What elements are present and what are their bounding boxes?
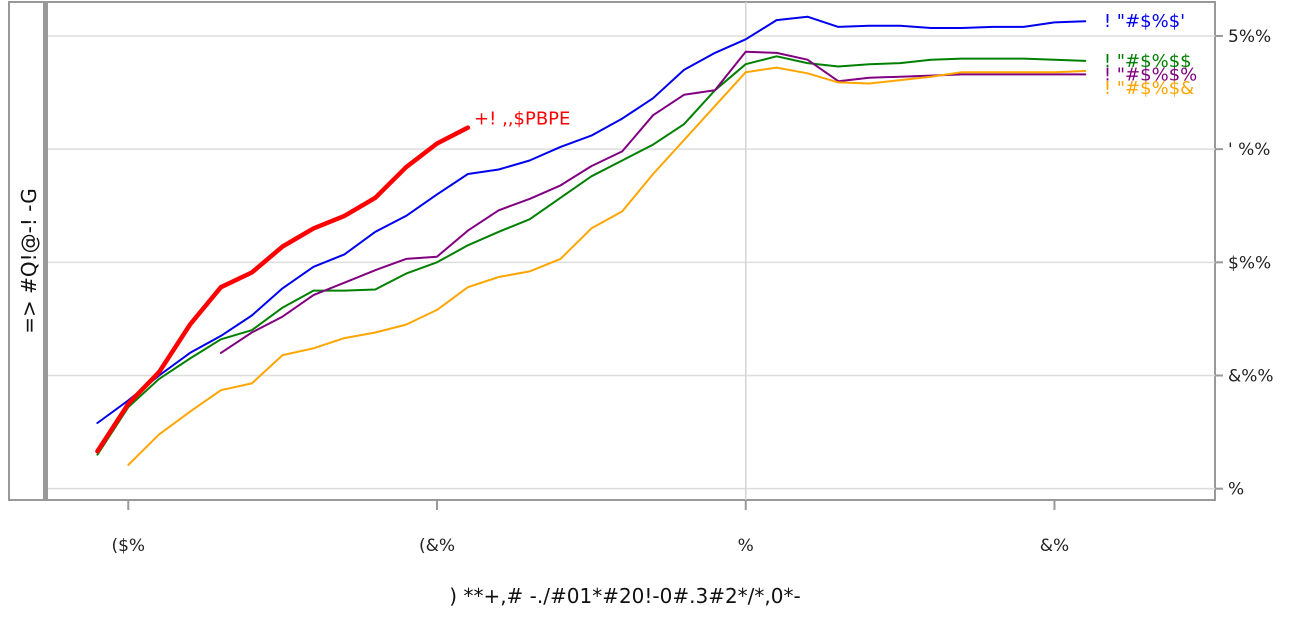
x-ticks: ($% (&%% &% — [111, 500, 1069, 556]
y-ticks: % &%% $%% ' %% 5%% — [1215, 27, 1274, 500]
y-axis-title: => #Q!@-! -G — [17, 188, 41, 333]
x-axis-title: ) **+,# -./#01*#20!-0#.3#2*/*,0*- — [449, 584, 800, 608]
y-tick-label-4: 5%% — [1228, 27, 1271, 47]
x-tick-label-0: ($% — [111, 536, 145, 556]
x-tick-label-3: &% — [1040, 536, 1069, 556]
left-axis-bar — [43, 2, 48, 500]
series-end-label-2: ! "#$%$% — [1104, 64, 1197, 85]
series-end-label-3: ! "#$%$& — [1104, 78, 1194, 99]
x-tick-label-1: (&% — [419, 536, 455, 556]
series-end-label-1: ! "#$%$$ — [1104, 51, 1192, 72]
series-line-0 — [96, 15, 1087, 424]
series-labels: ! "#$%$' ! "#$%$$! "#$%$%! "#$%$& +! ,,$PB… — [474, 11, 1197, 129]
y-tick-label-0: % — [1228, 480, 1244, 500]
series-lines — [95, 15, 1087, 466]
series-end-label-0: ! "#$%$' — [1104, 11, 1185, 32]
y-tick-label-1: &%% — [1228, 367, 1274, 387]
grid-lines — [48, 2, 1215, 500]
series-line-3 — [127, 66, 1087, 466]
series-line-1 — [96, 55, 1087, 456]
y-tick-label-2: $%% — [1228, 253, 1271, 273]
series-end-label-4: +! ,,$PBPE — [474, 109, 570, 130]
plot-frame — [8, 1, 1216, 501]
x-tick-label-2: % — [738, 536, 754, 556]
series-line-4 — [95, 125, 471, 454]
y-tick-label-3: ' %% — [1228, 140, 1270, 160]
